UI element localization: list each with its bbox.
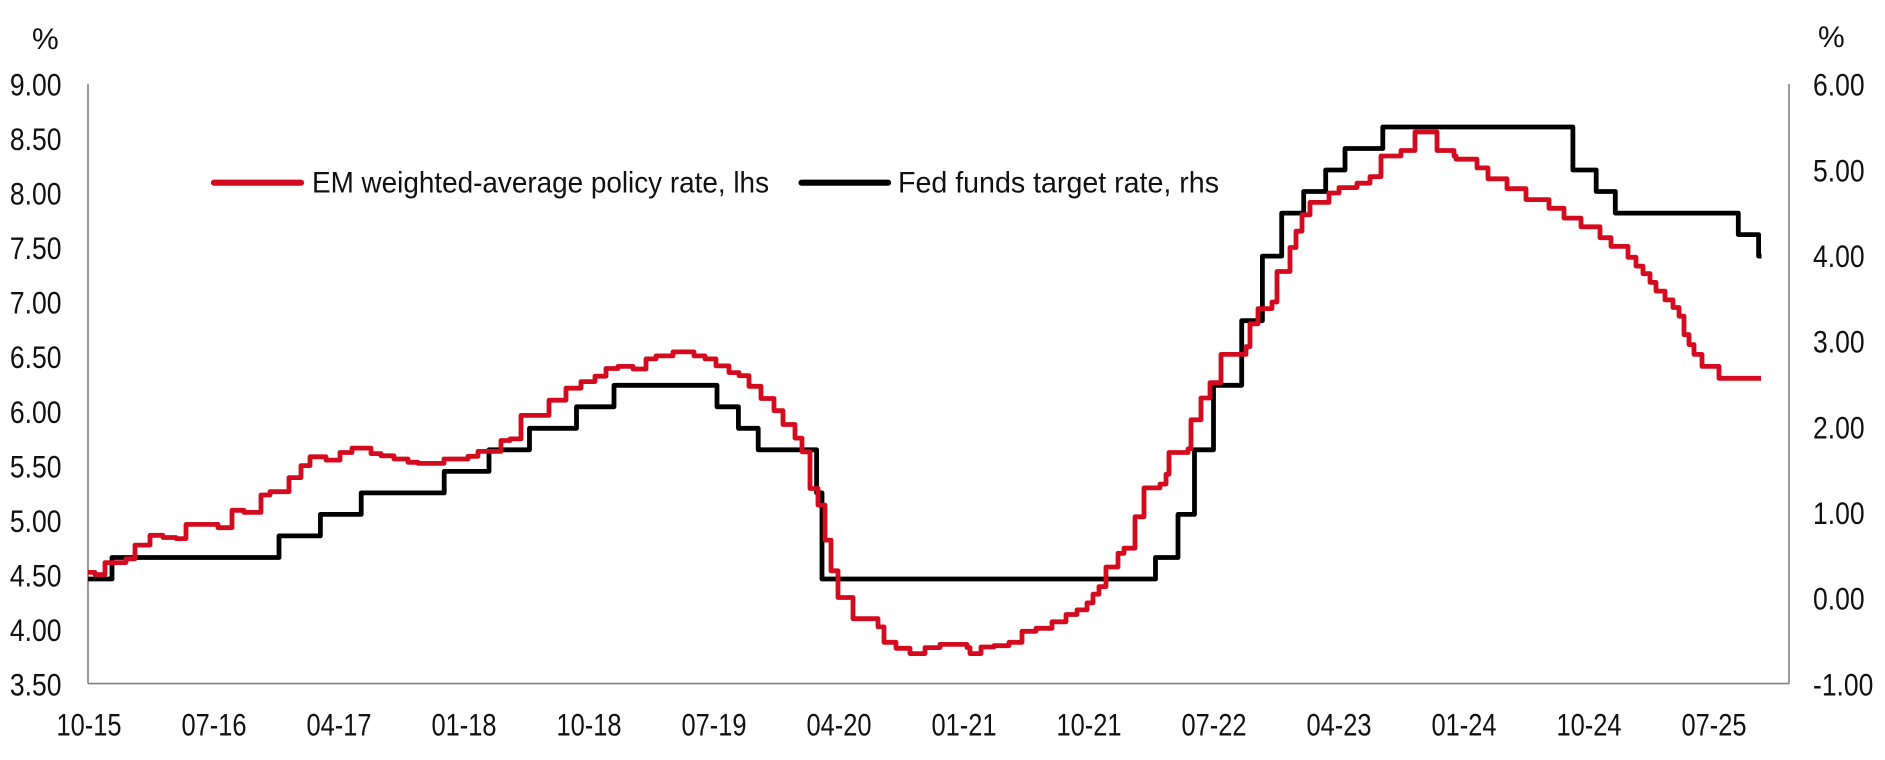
svg-text:01-24: 01-24 <box>1432 708 1497 743</box>
svg-text:1.00: 1.00 <box>1813 497 1865 532</box>
svg-text:6.00: 6.00 <box>1813 69 1865 104</box>
svg-text:4.00: 4.00 <box>10 614 62 649</box>
svg-text:5.00: 5.00 <box>10 505 62 540</box>
svg-text:04-23: 04-23 <box>1307 708 1372 743</box>
svg-text:8.50: 8.50 <box>10 123 62 158</box>
svg-text:10-18: 10-18 <box>557 708 622 743</box>
svg-text:%: % <box>32 23 59 56</box>
svg-text:07-16: 07-16 <box>182 708 247 743</box>
svg-text:5.00: 5.00 <box>1813 154 1865 189</box>
svg-text:5.50: 5.50 <box>10 450 62 485</box>
svg-text:6.00: 6.00 <box>10 396 62 431</box>
svg-text:10-15: 10-15 <box>57 708 122 743</box>
svg-text:04-17: 04-17 <box>307 708 372 743</box>
svg-text:0.00: 0.00 <box>1813 582 1865 617</box>
svg-text:4.00: 4.00 <box>1813 240 1865 275</box>
svg-text:3.50: 3.50 <box>10 668 62 703</box>
svg-text:4.50: 4.50 <box>10 559 62 594</box>
svg-text:01-21: 01-21 <box>932 708 997 743</box>
svg-text:3.00: 3.00 <box>1813 326 1865 361</box>
svg-text:7.00: 7.00 <box>10 287 62 322</box>
svg-text:9.00: 9.00 <box>10 69 62 104</box>
svg-text:6.50: 6.50 <box>10 341 62 376</box>
svg-text:01-18: 01-18 <box>432 708 497 743</box>
svg-text:04-20: 04-20 <box>807 708 872 743</box>
svg-text:07-19: 07-19 <box>682 708 747 743</box>
svg-text:07-25: 07-25 <box>1682 708 1747 743</box>
svg-text:%: % <box>1818 21 1845 54</box>
svg-text:2.00: 2.00 <box>1813 411 1865 446</box>
svg-text:10-21: 10-21 <box>1057 708 1122 743</box>
svg-text:-1.00: -1.00 <box>1813 668 1873 703</box>
svg-text:10-24: 10-24 <box>1557 708 1622 743</box>
svg-text:07-22: 07-22 <box>1182 708 1247 743</box>
svg-text:8.00: 8.00 <box>10 178 62 213</box>
svg-text:EM weighted-average policy rat: EM weighted-average policy rate, lhs <box>312 167 769 200</box>
svg-text:Fed funds target rate, rhs: Fed funds target rate, rhs <box>898 167 1219 200</box>
svg-text:7.50: 7.50 <box>10 232 62 267</box>
